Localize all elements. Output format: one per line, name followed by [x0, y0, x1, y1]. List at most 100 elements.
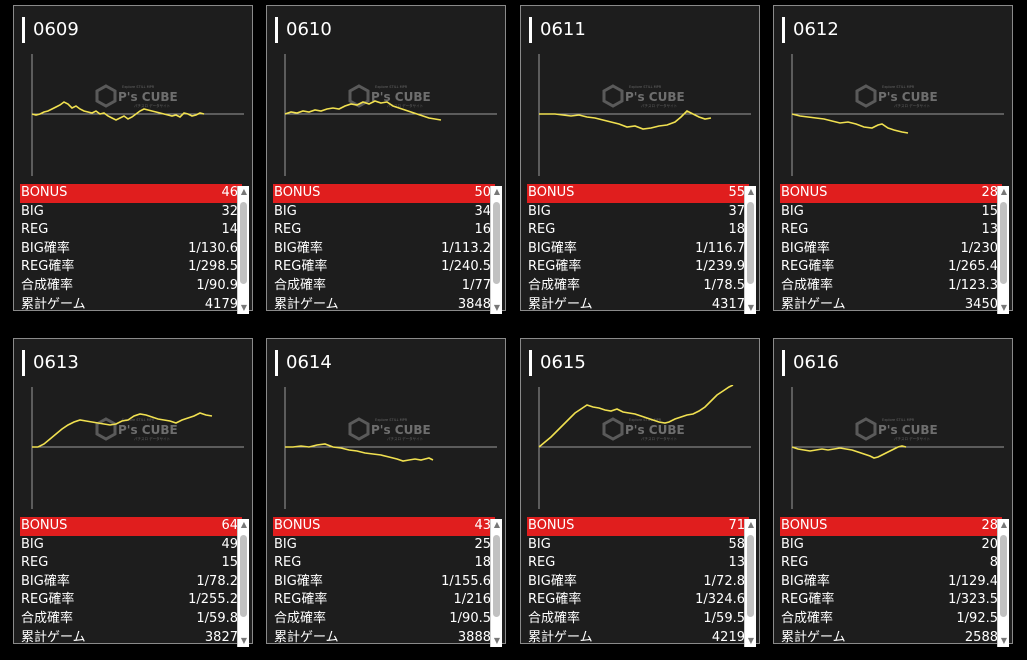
- stat-value: 8: [989, 555, 998, 571]
- stat-label: REG確率: [21, 259, 75, 275]
- stat-label: REG: [21, 222, 49, 238]
- stats-scrollbar[interactable]: ▲ ▼: [997, 519, 1009, 647]
- svg-text:Explore STILL MPR: Explore STILL MPR: [122, 418, 155, 422]
- stat-label: BIG: [274, 536, 297, 552]
- stat-row-big-rate: BIG確率 1/116.7: [527, 240, 749, 259]
- stat-row-games: 累計ゲーム 3888: [273, 629, 495, 648]
- scroll-down-arrow-icon[interactable]: ▼: [1000, 303, 1008, 312]
- stat-value: 1/90.5: [449, 610, 491, 626]
- stat-row-big: BIG 37: [527, 203, 749, 222]
- svg-text:パチスロ データサイト: パチスロ データサイト: [387, 436, 423, 441]
- scroll-down-arrow-icon[interactable]: ▼: [240, 636, 248, 645]
- scroll-thumb[interactable]: [1000, 535, 1007, 617]
- svg-text:パチスロ データサイト: パチスロ データサイト: [641, 436, 677, 441]
- stats-list[interactable]: BONUS 46 BIG 32 REG 14 BIG確率 1/130.6 REG確率 1/298.…: [20, 184, 242, 312]
- stat-value: 1/155.6: [441, 573, 491, 589]
- stat-row-big: BIG 15: [780, 203, 1002, 222]
- stats-scrollbar[interactable]: ▲ ▼: [490, 186, 502, 314]
- stat-row-games: 累計ゲーム 3848: [273, 296, 495, 315]
- stats-list[interactable]: BONUS 28 BIG 20 REG 8 BIG確率 1/129.4 REG確率 1/323.5…: [780, 517, 1002, 645]
- svg-text:P's CUBE: P's CUBE: [878, 90, 938, 104]
- stat-row-reg-rate: REG確率 1/323.5: [780, 591, 1002, 610]
- scroll-up-arrow-icon[interactable]: ▲: [747, 187, 755, 196]
- stat-label: BONUS: [21, 185, 68, 200]
- stat-value: 3848: [457, 296, 491, 312]
- stat-label: 合成確率: [274, 610, 327, 626]
- stat-row-total-rate: 合成確率 1/77: [273, 277, 495, 296]
- scroll-up-arrow-icon[interactable]: ▲: [493, 520, 501, 529]
- stat-row-big-rate: BIG確率 1/113.2: [273, 240, 495, 259]
- scroll-thumb[interactable]: [747, 535, 754, 617]
- scroll-down-arrow-icon[interactable]: ▼: [493, 636, 501, 645]
- stat-label: REG: [528, 555, 556, 571]
- scroll-down-arrow-icon[interactable]: ▼: [1000, 636, 1008, 645]
- stat-row-games: 累計ゲーム 4317: [527, 296, 749, 315]
- stat-value: 1/116.7: [695, 240, 745, 256]
- stat-value: 50: [474, 185, 491, 200]
- stats-list[interactable]: BONUS 55 BIG 37 REG 18 BIG確率 1/116.7 REG確率 1/239.…: [527, 184, 749, 312]
- stat-value: 1/90.9: [196, 277, 238, 293]
- scroll-down-arrow-icon[interactable]: ▼: [493, 303, 501, 312]
- stats-scrollbar[interactable]: ▲ ▼: [744, 519, 756, 647]
- scroll-up-arrow-icon[interactable]: ▲: [240, 520, 248, 529]
- stat-label: 累計ゲーム: [21, 629, 86, 645]
- scroll-up-arrow-icon[interactable]: ▲: [747, 520, 755, 529]
- stat-row-bonus: BONUS 28: [780, 517, 1002, 536]
- svg-text:パチスロ データサイト: パチスロ データサイト: [134, 103, 170, 108]
- stat-value: 3450: [964, 296, 998, 312]
- stats-list[interactable]: BONUS 50 BIG 34 REG 16 BIG確率 1/113.2 REG確率 1/240.…: [273, 184, 495, 312]
- stat-value: 25: [474, 536, 491, 552]
- stat-row-big-rate: BIG確率 1/78.2: [20, 573, 242, 592]
- scroll-thumb[interactable]: [747, 202, 754, 284]
- scroll-up-arrow-icon[interactable]: ▲: [1000, 520, 1008, 529]
- svg-text:Explore STILL MPR: Explore STILL MPR: [882, 418, 915, 422]
- machine-card[interactable]: 0612 Explore STILL MPR P's CUBE パチスロ データサイト…: [773, 5, 1013, 314]
- scroll-thumb[interactable]: [240, 202, 247, 284]
- scroll-down-arrow-icon[interactable]: ▼: [240, 303, 248, 312]
- stat-label: BIG確率: [781, 240, 830, 256]
- scroll-thumb[interactable]: [240, 535, 247, 617]
- stats-list[interactable]: BONUS 43 BIG 25 REG 18 BIG確率 1/155.6 REG確率 1/216 合…: [273, 517, 495, 645]
- stats-scrollbar[interactable]: ▲ ▼: [237, 186, 249, 314]
- scroll-up-arrow-icon[interactable]: ▲: [1000, 187, 1008, 196]
- stat-value: 71: [728, 518, 745, 533]
- scroll-down-arrow-icon[interactable]: ▼: [747, 636, 755, 645]
- stat-value: 1/298.5: [188, 259, 238, 275]
- machine-card[interactable]: 0611 Explore STILL MPR P's CUBE パチスロ データサイト…: [520, 5, 760, 314]
- stat-label: 合成確率: [274, 277, 327, 293]
- stat-row-reg: REG 16: [273, 221, 495, 240]
- stat-row-total-rate: 合成確率 1/78.5: [527, 277, 749, 296]
- machine-card[interactable]: 0610 Explore STILL MPR P's CUBE パチスロ データサイト…: [266, 5, 506, 314]
- scroll-thumb[interactable]: [493, 535, 500, 617]
- scroll-thumb[interactable]: [493, 202, 500, 284]
- stats-scrollbar[interactable]: ▲ ▼: [237, 519, 249, 647]
- scroll-up-arrow-icon[interactable]: ▲: [493, 187, 501, 196]
- stats-scrollbar[interactable]: ▲ ▼: [744, 186, 756, 314]
- scroll-thumb[interactable]: [1000, 202, 1007, 284]
- machine-card[interactable]: 0609 Explore STILL MPR P's CUBE パチスロ データサイト…: [13, 5, 253, 314]
- stats-scrollbar[interactable]: ▲ ▼: [490, 519, 502, 647]
- stat-row-games: 累計ゲーム 2588: [780, 629, 1002, 648]
- machine-card[interactable]: 0613 Explore STILL MPR P's CUBE パチスロ データサイト…: [13, 338, 253, 647]
- stats-list[interactable]: BONUS 28 BIG 15 REG 13 BIG確率 1/230 REG確率 1/265.4 合…: [780, 184, 1002, 312]
- stat-label: REG: [781, 222, 809, 238]
- scroll-up-arrow-icon[interactable]: ▲: [240, 187, 248, 196]
- stat-value: 4317: [711, 296, 745, 312]
- stats-list[interactable]: BONUS 64 BIG 49 REG 15 BIG確率 1/78.2 REG確率 1/255.2…: [20, 517, 242, 645]
- stat-value: 64: [221, 518, 238, 533]
- stat-value: 14: [221, 222, 238, 238]
- machine-card[interactable]: 0616 Explore STILL MPR P's CUBE パチスロ データサイト…: [773, 338, 1013, 647]
- scroll-down-arrow-icon[interactable]: ▼: [747, 303, 755, 312]
- machine-number: 0615: [529, 350, 586, 376]
- stat-label: BIG確率: [274, 573, 323, 589]
- machine-card[interactable]: 0615 Explore STILL MPR P's CUBE パチスロ データサイト…: [520, 338, 760, 647]
- machine-card[interactable]: 0614 Explore STILL MPR P's CUBE パチスロ データサイト…: [266, 338, 506, 647]
- stats-list[interactable]: BONUS 71 BIG 58 REG 13 BIG確率 1/72.8 REG確率 1/324.6…: [527, 517, 749, 645]
- stats-scrollbar[interactable]: ▲ ▼: [997, 186, 1009, 314]
- svg-text:パチスロ データサイト: パチスロ データサイト: [134, 436, 170, 441]
